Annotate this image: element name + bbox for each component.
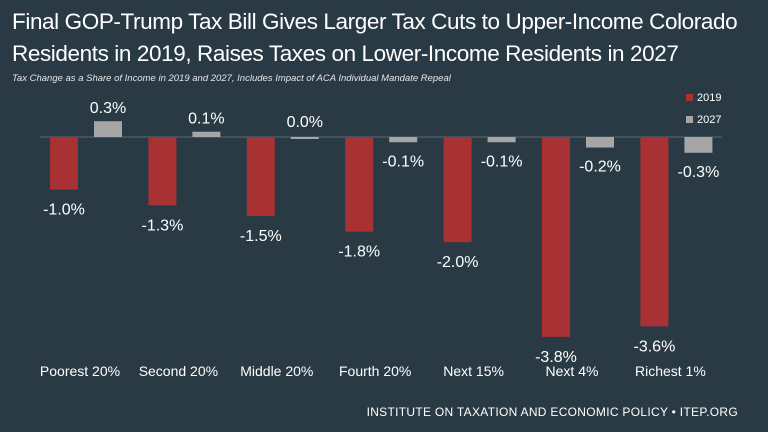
- bar-2019: [640, 137, 669, 327]
- data-label-2019: -1.0%: [43, 202, 85, 219]
- data-label-2027: 0.1%: [188, 111, 224, 128]
- bar-2027: [586, 137, 614, 148]
- data-label-2027: -0.2%: [579, 159, 621, 176]
- bar-2027: [487, 137, 516, 143]
- data-label-2019: -3.6%: [634, 338, 676, 355]
- category-label: Fourth 20%: [339, 363, 411, 379]
- legend-swatch-2019: [686, 94, 693, 101]
- legend-label-2019: 2019: [697, 92, 721, 104]
- bar-2019: [50, 137, 78, 190]
- data-label-2027: 0.0%: [287, 114, 323, 131]
- chart-title-line1: Final GOP-Trump Tax Bill Gives Larger Ta…: [12, 9, 738, 34]
- category-label: Second 20%: [139, 363, 218, 379]
- category-label: Next 15%: [443, 363, 504, 379]
- bar-2019: [345, 137, 374, 232]
- chart-title-line2: Residents in 2019, Raises Taxes on Lower…: [12, 41, 679, 66]
- data-label-2019: -3.8%: [535, 349, 577, 366]
- bar-2019: [148, 137, 177, 206]
- data-label-2027: -0.3%: [678, 164, 720, 181]
- legend-label-2027: 2027: [697, 114, 721, 126]
- legend-swatch-2027: [686, 116, 693, 123]
- data-label-2019: -1.5%: [240, 228, 282, 245]
- data-label-2027: 0.3%: [90, 100, 126, 117]
- category-label: Middle 20%: [240, 363, 313, 379]
- data-label-2019: -2.0%: [437, 254, 479, 271]
- bar-2019: [246, 137, 275, 216]
- bar-2019: [443, 137, 472, 243]
- data-label-2019: -1.8%: [338, 244, 380, 261]
- chart-subtitle: Tax Change as a Share of Income in 2019 …: [12, 73, 451, 84]
- data-label-2019: -1.3%: [142, 217, 184, 234]
- category-label: Richest 1%: [635, 363, 706, 379]
- bar-2027: [684, 137, 713, 153]
- data-label-2027: -0.1%: [481, 153, 523, 170]
- bar-2027: [290, 137, 319, 139]
- bar-2019: [542, 137, 570, 337]
- footer-source: INSTITUTE ON TAXATION AND ECONOMIC POLIC…: [366, 405, 738, 419]
- bar-2027: [94, 121, 122, 137]
- bar-2027: [192, 131, 221, 137]
- chart-title: Final GOP-Trump Tax Bill Gives Larger Ta…: [12, 6, 752, 70]
- category-label: Poorest 20%: [40, 363, 120, 379]
- data-label-2027: -0.1%: [382, 153, 424, 170]
- bar-2027: [389, 137, 418, 143]
- category-label: Next 4%: [546, 363, 599, 379]
